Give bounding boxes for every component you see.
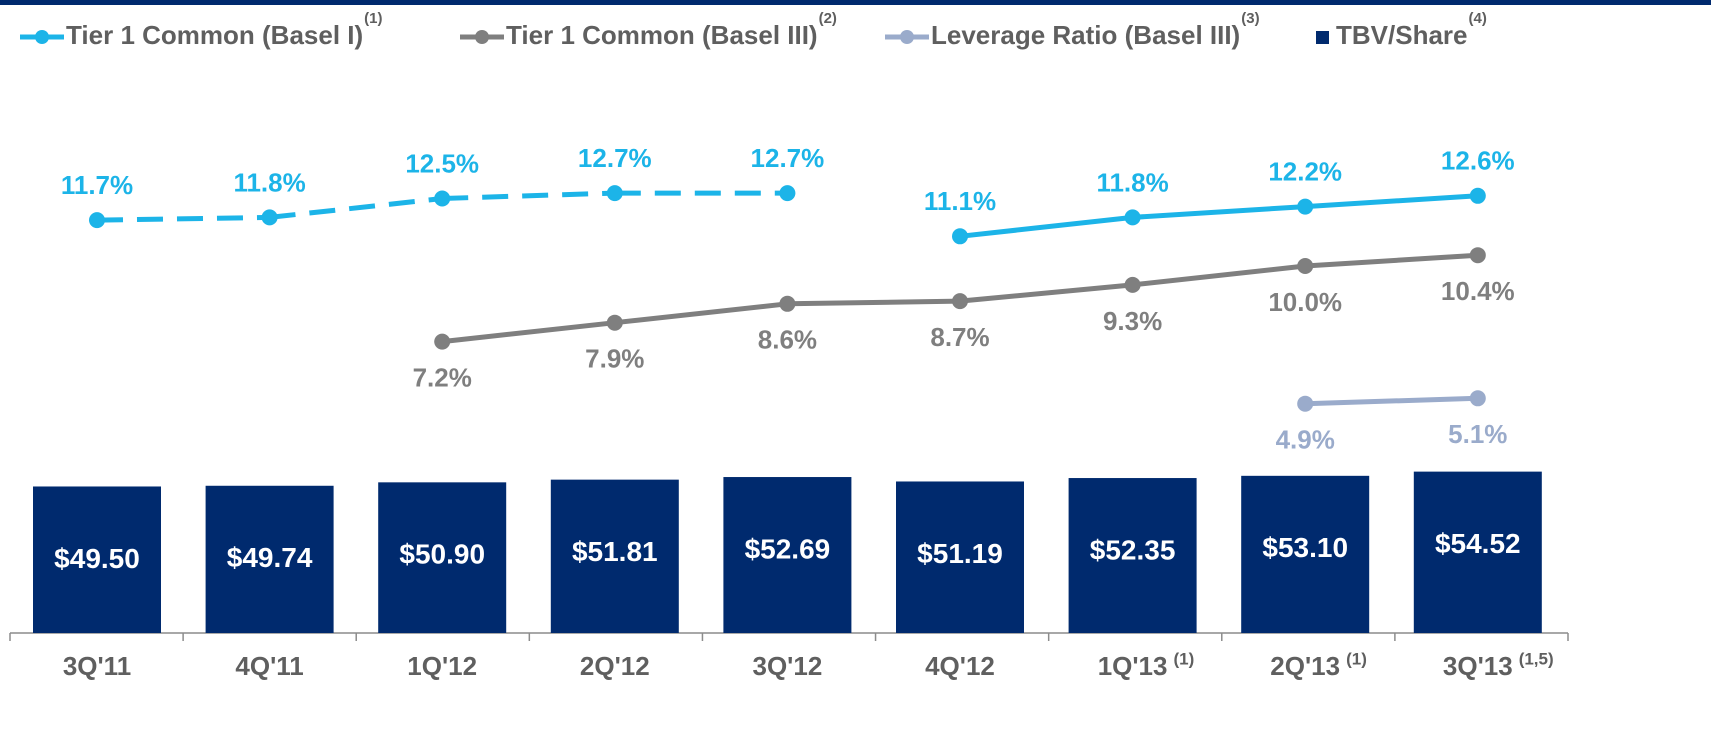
line-point: [261, 209, 278, 226]
x-tick-note: (1): [1346, 649, 1367, 668]
x-tick-note: (1): [1173, 649, 1194, 668]
legend-note: (4): [1469, 10, 1487, 27]
line-point: [1469, 187, 1486, 204]
point-label: 11.8%: [1096, 167, 1168, 197]
series-line-segment: [959, 214, 1133, 239]
point-label: 11.7%: [61, 170, 133, 200]
point-label: 11.1%: [924, 186, 996, 216]
line-point: [1124, 276, 1141, 293]
x-tick-label: 3Q'12: [753, 651, 823, 681]
point-label: 12.7%: [578, 143, 652, 173]
line-point: [1469, 390, 1486, 407]
series-line-segment: [441, 320, 616, 345]
bar-label: $53.10: [1262, 532, 1348, 563]
x-tick-label: 2Q'12: [580, 651, 650, 681]
series-line-segment: [1305, 252, 1478, 269]
bar: [378, 482, 507, 633]
point-label: 11.8%: [233, 167, 305, 197]
line-point: [434, 333, 451, 350]
bar: [723, 477, 852, 633]
point-label: 4.9%: [1276, 425, 1335, 455]
legend-swatch: [1316, 31, 1329, 44]
bar: [205, 485, 334, 633]
bar-label: $54.52: [1435, 528, 1521, 559]
bar: [1068, 478, 1197, 633]
series-line-segment: [269, 196, 443, 220]
series-line-segment: [959, 282, 1133, 304]
x-tick-label: 2Q'13: [1270, 651, 1340, 681]
series-line-segment: [1305, 193, 1478, 210]
line-point: [1297, 198, 1314, 215]
bar: [550, 479, 679, 633]
point-label: 7.2%: [413, 362, 472, 392]
series-line-segment: [614, 301, 788, 326]
series-line-segment: [96, 214, 270, 223]
legend-label: Leverage Ratio (Basel III): [931, 20, 1240, 50]
bar-label: $51.19: [917, 538, 1003, 569]
series-line-segment: [442, 190, 615, 201]
legend-note: (3): [1241, 10, 1259, 27]
point-label: 12.2%: [1268, 156, 1342, 186]
legend-label: Tier 1 Common (Basel III): [506, 20, 818, 50]
line-point: [434, 190, 451, 207]
x-tick-label: 3Q'13: [1443, 651, 1513, 681]
x-tick-label: 1Q'13: [1098, 651, 1168, 681]
line-point: [1469, 247, 1486, 264]
x-tick-label: 3Q'11: [63, 651, 131, 681]
point-label: 10.0%: [1268, 287, 1342, 317]
line-point: [952, 228, 968, 245]
bar: [33, 486, 161, 633]
bar-label: $50.90: [399, 539, 485, 570]
bar-label: $52.35: [1090, 534, 1176, 565]
point-label: 12.5%: [405, 148, 479, 178]
series-line-segment: [1132, 263, 1306, 288]
line-point: [89, 212, 105, 229]
line-point: [779, 295, 796, 312]
legend-note: (2): [819, 10, 837, 27]
top-band: [0, 0, 1711, 5]
bar-label: $52.69: [745, 533, 831, 564]
series-line-segment: [787, 298, 961, 307]
bar-label: $49.74: [227, 542, 313, 573]
bar: [896, 481, 1024, 633]
point-label: 7.9%: [585, 344, 644, 374]
line-point: [606, 185, 623, 202]
legend-marker: [900, 30, 914, 44]
x-tick-label: 1Q'12: [407, 651, 477, 681]
legend-label: TBV/Share: [1336, 20, 1468, 50]
line-point: [606, 314, 623, 331]
line-point: [1124, 209, 1141, 226]
bar-label: $51.81: [572, 536, 658, 567]
bar: [1413, 471, 1542, 633]
point-label: 10.4%: [1441, 276, 1515, 306]
series-line-segment: [1305, 395, 1478, 407]
point-label: 12.7%: [751, 143, 825, 173]
legend-label: Tier 1 Common (Basel I): [66, 20, 363, 50]
legend-marker: [35, 30, 49, 44]
line-point: [779, 185, 796, 202]
point-label: 8.6%: [758, 325, 817, 355]
point-label: 9.3%: [1103, 306, 1162, 336]
series-line-segment: [1132, 204, 1306, 220]
point-label: 12.6%: [1441, 146, 1515, 176]
x-tick-note: (1,5): [1519, 649, 1554, 668]
line-point: [1297, 258, 1314, 274]
bar-label: $49.50: [54, 543, 140, 574]
point-label: 5.1%: [1448, 419, 1507, 449]
bar: [1241, 475, 1370, 633]
x-tick-label: 4Q'12: [925, 651, 995, 681]
line-point: [952, 293, 968, 310]
legend-note: (1): [364, 10, 382, 27]
line-point: [1297, 395, 1314, 412]
x-tick-label: 4Q'11: [235, 651, 303, 681]
point-label: 8.7%: [930, 322, 989, 352]
legend-marker: [475, 30, 489, 44]
